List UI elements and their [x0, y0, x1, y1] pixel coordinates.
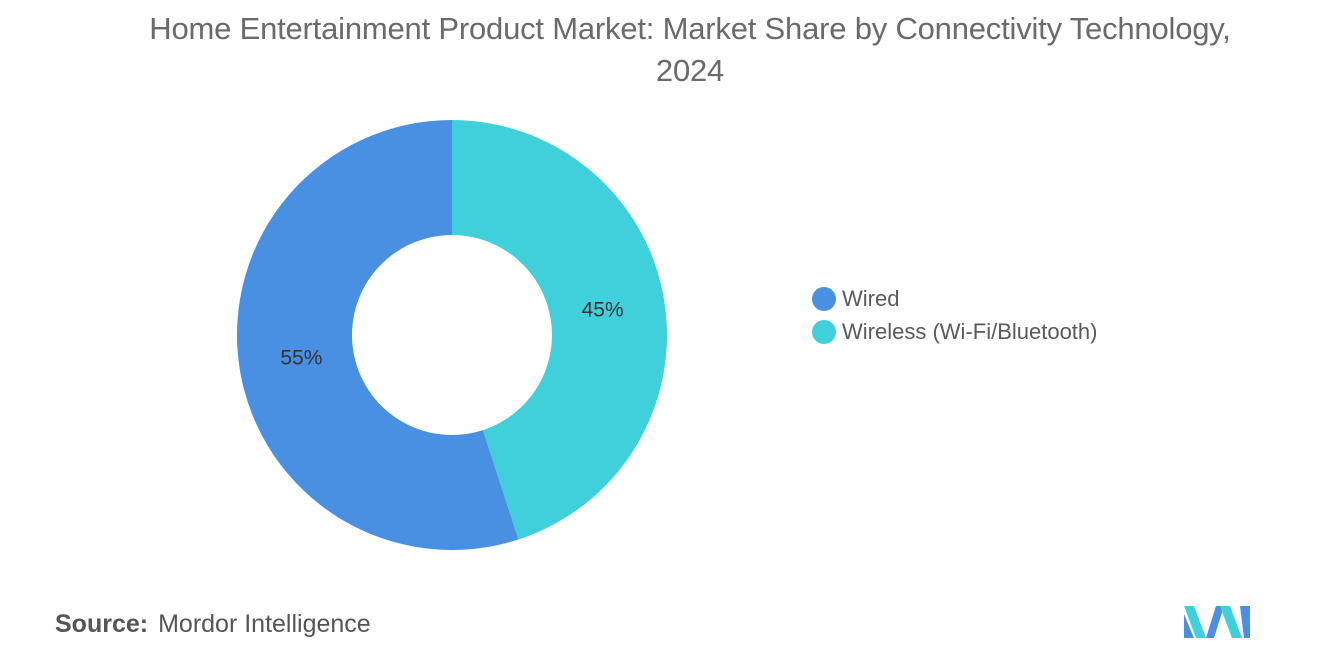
legend: Wired Wireless (Wi-Fi/Bluetooth) [812, 282, 1097, 348]
legend-item-wired[interactable]: Wired [812, 282, 1097, 315]
legend-label-wireless: Wireless (Wi-Fi/Bluetooth) [842, 318, 1098, 344]
donut-slice-wired[interactable] [236, 120, 519, 550]
legend-swatch-wired [812, 286, 836, 311]
legend-label-wired: Wired [842, 285, 900, 311]
legend-swatch-wireless [812, 319, 836, 344]
source-note: Source: Mordor Intelligence [55, 610, 371, 639]
legend-item-wireless[interactable]: Wireless (Wi-Fi/Bluetooth) [812, 315, 1097, 348]
slice-label-wireless: 45% [582, 299, 624, 322]
slice-labels: 45% 55% [280, 299, 623, 370]
donut-slice-wireless[interactable] [452, 120, 667, 540]
mordor-intelligence-logo-icon [1184, 606, 1250, 638]
source-text: Mordor Intelligence [158, 610, 371, 638]
donut-slices [236, 120, 667, 550]
chart-title: Home Entertainment Product Market: Marke… [149, 11, 1231, 88]
source-label: Source: [55, 610, 149, 638]
slice-label-wired: 55% [280, 346, 322, 369]
